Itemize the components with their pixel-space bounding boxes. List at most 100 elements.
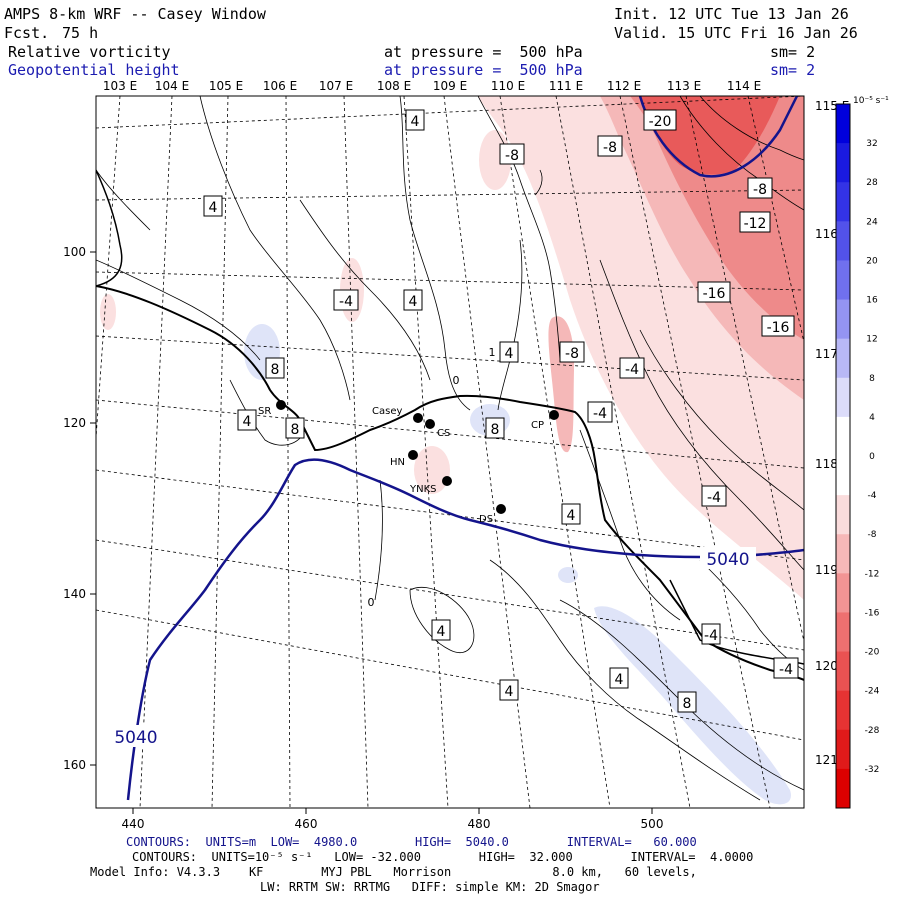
x-tick-label: 460 [295, 817, 318, 831]
contour-label: 8 [265, 357, 285, 379]
stations: SR Casey CS HN YNKS DS CP [258, 400, 559, 525]
contour-label: -4 [773, 657, 799, 679]
contour-label: -20 [643, 109, 677, 131]
contour-label: -16 [761, 315, 795, 337]
svg-text:8: 8 [291, 422, 300, 438]
svg-text:110 E: 110 E [491, 79, 525, 93]
field2-smoothing: sm= 2 [770, 61, 816, 79]
station-marker [425, 419, 435, 429]
forecast-hour: 75 h [62, 24, 99, 42]
svg-text:-4: -4 [707, 490, 721, 506]
colorbar-frame [835, 103, 851, 809]
svg-text:-20: -20 [649, 114, 672, 130]
y-tick-label: 140 [63, 587, 86, 601]
svg-text:-8: -8 [505, 148, 519, 164]
svg-text:103 E: 103 E [103, 79, 137, 93]
contour-label: 4 [561, 503, 581, 525]
contour-label: 1 [489, 346, 496, 359]
colorbar-label: 0 [869, 452, 875, 462]
svg-text:-8: -8 [603, 140, 617, 156]
height-label: 5040 [706, 550, 749, 570]
svg-text:108 E: 108 E [377, 79, 411, 93]
field1-pressure: at pressure = 500 hPa [384, 43, 583, 61]
colorbar-swatch [836, 534, 850, 574]
svg-text:104 E: 104 E [155, 79, 189, 93]
contour-label: 4 [405, 109, 425, 131]
svg-text:-4: -4 [779, 662, 793, 678]
svg-text:4: 4 [505, 684, 514, 700]
station-marker [408, 450, 418, 460]
svg-text:-8: -8 [753, 182, 767, 198]
svg-text:4: 4 [437, 624, 446, 640]
colorbar-unit: 10⁻⁵ s⁻¹ [853, 96, 889, 106]
x-tick-label: 500 [641, 817, 664, 831]
colorbar-label: 12 [866, 335, 877, 345]
colorbar-swatch [836, 729, 850, 770]
forecast-label: Fcst. [4, 24, 50, 42]
colorbar-label: 8 [869, 374, 875, 384]
contour-label: 8 [485, 417, 505, 439]
colorbar-label: -8 [868, 530, 877, 540]
contour-label: -4 [587, 401, 613, 423]
svg-text:-4: -4 [625, 362, 639, 378]
colorbar-label: -16 [865, 608, 880, 618]
colorbar-swatch [836, 182, 850, 222]
field2-name: Geopotential height [8, 61, 180, 79]
height-contour-5040-south [126, 458, 804, 801]
valid-time: Valid. 15 UTC Fri 16 Jan 26 [614, 24, 858, 42]
colorbar-swatch [836, 416, 850, 457]
colorbar-swatch [836, 104, 850, 144]
y-tick-label: 120 [63, 416, 86, 430]
y-axis: 100 120 140 160 [63, 245, 96, 772]
station-label: CP [531, 420, 544, 431]
svg-text:107 E: 107 E [319, 79, 353, 93]
colorbar-label: 24 [866, 217, 878, 227]
svg-text:8: 8 [683, 696, 692, 712]
x-tick-label: 480 [468, 817, 491, 831]
colorbar-swatch [836, 260, 850, 301]
station-label: CS [437, 428, 450, 439]
contour-label: -4 [619, 357, 645, 379]
colorbar-swatch [836, 690, 850, 731]
svg-text:-8: -8 [565, 346, 579, 362]
contour-label: -16 [697, 281, 731, 303]
colorbar-label: 20 [866, 256, 878, 266]
contour-label: -12 [739, 211, 771, 233]
svg-text:4: 4 [615, 672, 624, 688]
svg-text:112 E: 112 E [607, 79, 641, 93]
field1-smoothing: sm= 2 [770, 43, 816, 61]
colorbar-label: -4 [868, 491, 877, 501]
colorbar-swatch [836, 299, 850, 340]
height-labels: 5040 5040 [110, 547, 756, 748]
svg-text:8: 8 [491, 422, 500, 438]
contour-label: 4 [499, 341, 519, 363]
page-title: AMPS 8-km WRF -- Casey Window [4, 5, 266, 23]
svg-text:-12: -12 [744, 216, 767, 232]
field1-name: Relative vorticity [8, 43, 171, 61]
contour-label: 8 [677, 691, 697, 713]
contour-label: -4 [701, 485, 727, 507]
x-tick-label: 440 [122, 817, 145, 831]
height-contour-5040-north [638, 96, 799, 178]
x-axis: 440 460 480 500 [122, 808, 664, 831]
footer-vorticity-contours: CONTOURS: UNITS=10⁻⁵ s⁻¹ LOW= -32.000 HI… [132, 850, 754, 864]
contour-label: 0 [453, 374, 460, 387]
station-marker [549, 410, 559, 420]
contour-label: 4 [403, 289, 423, 311]
station-marker [496, 504, 506, 514]
colorbar-swatch [836, 143, 850, 183]
contour-label: 4 [499, 679, 519, 701]
colorbar-label: 4 [869, 413, 875, 423]
colorbar-label: -28 [865, 726, 880, 736]
svg-text:4: 4 [409, 294, 418, 310]
station-label: Casey [372, 406, 402, 417]
neg-vorticity-patch [414, 446, 450, 494]
coastline [96, 285, 804, 681]
colorbar-label: 28 [866, 178, 878, 188]
svg-text:-16: -16 [703, 286, 726, 302]
contour-label: -4 [701, 623, 721, 645]
contour-label: 4 [203, 195, 223, 217]
contour-label: -8 [499, 143, 525, 165]
colorbar-swatch [836, 338, 850, 379]
colorbar-swatch [836, 768, 850, 809]
